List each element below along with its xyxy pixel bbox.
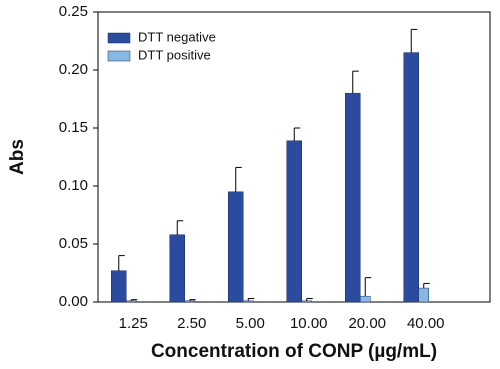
bar <box>243 300 254 303</box>
y-tick-label: 0.10 <box>59 177 88 194</box>
legend-label: DTT positive <box>138 47 211 62</box>
error-bar <box>235 166 242 192</box>
error-bar <box>130 299 138 301</box>
legend-swatch <box>107 50 131 62</box>
bar <box>345 92 361 303</box>
x-tick-label: 10.00 <box>290 315 328 332</box>
bar <box>169 234 185 303</box>
error-bar <box>176 220 184 235</box>
y-tick-label: 0.20 <box>59 61 88 78</box>
y-axis-title: Abs <box>7 139 28 175</box>
x-tick-label: 20.00 <box>348 315 386 332</box>
x-axis-title: Concentration of CONP (µg/mL) <box>151 341 437 362</box>
x-tick-label: 40.00 <box>407 315 445 332</box>
y-tick-label: 0.00 <box>59 293 88 310</box>
legend-swatch <box>107 32 131 44</box>
x-tick-label: 2.50 <box>177 315 206 332</box>
bar <box>126 300 137 303</box>
legend-label: DTT negative <box>138 29 216 44</box>
error-bar <box>293 127 301 141</box>
bar <box>360 295 371 303</box>
bar <box>418 287 429 303</box>
error-bar <box>247 298 255 301</box>
x-tick-label: 1.25 <box>119 315 148 332</box>
bar <box>184 300 195 303</box>
error-bar <box>306 298 313 301</box>
error-bar <box>189 299 196 301</box>
error-bar <box>423 282 430 289</box>
error-bar <box>410 28 418 53</box>
x-tick-label: 5.00 <box>236 315 265 332</box>
error-bar <box>364 277 372 297</box>
bar <box>111 270 127 303</box>
bar <box>228 191 244 303</box>
error-bar <box>118 255 125 271</box>
y-tick-label: 0.05 <box>59 235 88 252</box>
bar <box>301 300 312 303</box>
bar <box>286 140 302 303</box>
error-bar <box>352 70 359 94</box>
bar <box>403 52 419 303</box>
y-tick-label: 0.15 <box>59 119 88 136</box>
y-tick-label: 0.25 <box>59 3 88 20</box>
